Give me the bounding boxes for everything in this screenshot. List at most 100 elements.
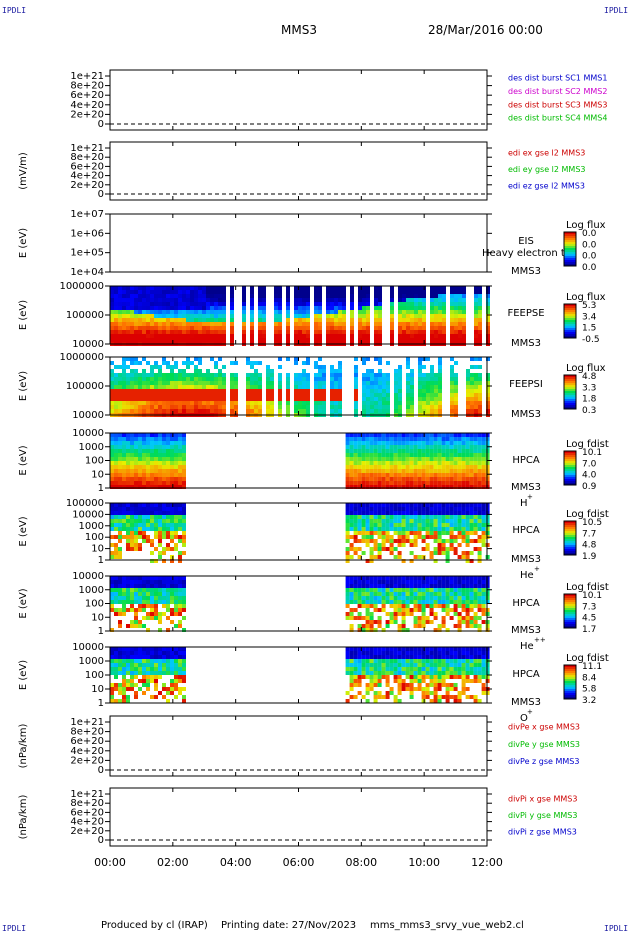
p8-ytick-label: 10: [91, 612, 104, 623]
p8-colorbar-swatch: [564, 596, 576, 599]
p9-colorbar-tick: 11.1: [582, 662, 602, 672]
p6-colorbar-swatch: [564, 459, 576, 462]
p5-colorbar-swatch: [564, 389, 576, 392]
p9-colorbar-swatch: [564, 665, 576, 668]
p4-colorbar-swatch: [564, 304, 576, 307]
p5-colorbar-swatch: [564, 377, 576, 380]
p6-ylabel: E (eV): [18, 445, 29, 475]
p6-colorbar-swatch: [564, 481, 576, 484]
p8-ylabel: E (eV): [18, 588, 29, 618]
p6-colorbar-swatch: [564, 457, 576, 460]
p9-colorbar-swatch: [564, 685, 576, 688]
p6-colorbar-swatch: [564, 451, 576, 454]
p2-legend-entry: edi ez gse l2 MMS3: [508, 181, 585, 190]
p5-colorbar-tick: 4.8: [582, 372, 597, 382]
p8-ytick-label: 1000: [79, 585, 104, 596]
p7-instrument-label: HPCA: [512, 525, 540, 536]
p11-ytick-label: 0: [98, 835, 104, 846]
p2-ytick-label: 0: [98, 189, 104, 200]
p5-ytick-label: 10000: [72, 410, 104, 421]
p6-species-charge: +: [527, 493, 533, 501]
p2-legend-entry: edi ex gse l2 MMS3: [508, 148, 585, 157]
p3-ytick-label: 1e+04: [70, 267, 104, 278]
p8-colorbar-frame: [563, 593, 577, 629]
p8-colorbar-swatch: [564, 600, 576, 603]
p4-colorbar-swatch: [564, 336, 576, 339]
p7-colorbar-swatch: [564, 549, 576, 552]
p8-colorbar-tick: 7.3: [582, 602, 596, 612]
p7-colorbar-swatch: [564, 535, 576, 538]
p8-colorbar-swatch: [564, 604, 576, 607]
p4-colorbar-swatch: [564, 320, 576, 323]
p7-colorbar-swatch: [564, 529, 576, 532]
p4-ytick-label: 100000: [66, 310, 104, 321]
p7-colorbar-tick: 1.9: [582, 552, 597, 562]
p6-colorbar-swatch: [564, 471, 576, 474]
p3-colorbar-swatch: [564, 262, 576, 265]
p8-colorbar-swatch: [564, 606, 576, 609]
p7-colorbar-swatch: [564, 553, 576, 556]
p5-colorbar-swatch: [564, 403, 576, 406]
p9-colorbar-title: Log fdist: [566, 653, 609, 664]
p8-colorbar-tick: 10.1: [582, 591, 602, 601]
p11-legend-entry: divPi z gse MMS3: [508, 827, 577, 836]
p8-colorbar-swatch: [564, 610, 576, 613]
p7-ytick-label: 100000: [66, 498, 104, 509]
p8-ytick-label: 100: [85, 599, 104, 610]
p5-ytick-label: 100000: [66, 381, 104, 392]
p8-colorbar-swatch: [564, 616, 576, 619]
p3-colorbar-swatch: [564, 232, 576, 235]
p5-instrument-label: FEEPSI: [509, 379, 543, 390]
p7-colorbar-tick: 10.5: [582, 518, 602, 528]
p6-colorbar-swatch: [564, 467, 576, 470]
p1-frame: [109, 69, 488, 131]
x-tick-label: 02:00: [157, 856, 189, 869]
p8-instrument-label: HPCA: [512, 598, 540, 609]
p9-colorbar-tick: 5.8: [582, 685, 597, 695]
p6-ytick-label: 100: [85, 456, 104, 467]
p3-colorbar-swatch: [564, 246, 576, 249]
x-tick-label: 04:00: [220, 856, 252, 869]
p9-ytick-label: 1000: [79, 656, 104, 667]
p9-colorbar-swatch: [564, 667, 576, 670]
p4-ytick-label: 10000: [72, 339, 104, 350]
p8-species-charge: ++: [534, 636, 546, 644]
x-tick-label: 12:00: [471, 856, 503, 869]
p6-ytick-label: 1: [98, 483, 104, 494]
p8-colorbar-tick: 4.5: [582, 614, 596, 624]
corner-mark-top-left: IPDLI: [2, 6, 27, 15]
p1-legend-entry: des dist burst SC1 MMS1: [508, 74, 607, 83]
p7-spacecraft-label: MMS3: [511, 554, 541, 565]
p5-colorbar-frame: [563, 374, 577, 410]
p4-colorbar-swatch: [564, 324, 576, 327]
p5-colorbar-swatch: [564, 383, 576, 386]
p8-ytick-label: 1: [98, 626, 104, 637]
p2-ylabel: (mV/m): [18, 152, 29, 190]
p9-ytick-label: 10: [91, 684, 104, 695]
p1-ytick-label: 6e+20: [70, 90, 104, 101]
p5-colorbar-swatch: [564, 381, 576, 384]
p8-species-label: He: [520, 641, 534, 652]
p7-colorbar-swatch: [564, 537, 576, 540]
p9-ytick-label: 10000: [72, 642, 104, 653]
p8-colorbar-title: Log fdist: [566, 582, 609, 593]
p6-colorbar-swatch: [564, 473, 576, 476]
p7-ytick-label: 100: [85, 532, 104, 543]
p7-colorbar-swatch: [564, 539, 576, 542]
header-spacecraft: MMS3: [281, 23, 317, 37]
p6-colorbar-tick: 10.1: [582, 448, 602, 458]
p7-ytick-label: 1000: [79, 521, 104, 532]
p3-ylabel: E (eV): [18, 228, 29, 258]
p4-colorbar-swatch: [564, 328, 576, 331]
p1-ytick-label: 0: [98, 119, 104, 130]
p10-ytick-label: 0: [98, 765, 104, 776]
p1-ytick-label: 4e+20: [70, 100, 104, 111]
p5-colorbar-swatch: [564, 405, 576, 408]
x-tick-label: 08:00: [345, 856, 377, 869]
x-tick-label: 10:00: [408, 856, 440, 869]
p6-colorbar-swatch: [564, 477, 576, 480]
p3-colorbar-swatch: [564, 240, 576, 243]
p4-colorbar-swatch: [564, 314, 576, 317]
p11-ytick-label: 4e+20: [70, 817, 104, 828]
p9-colorbar-swatch: [564, 683, 576, 686]
